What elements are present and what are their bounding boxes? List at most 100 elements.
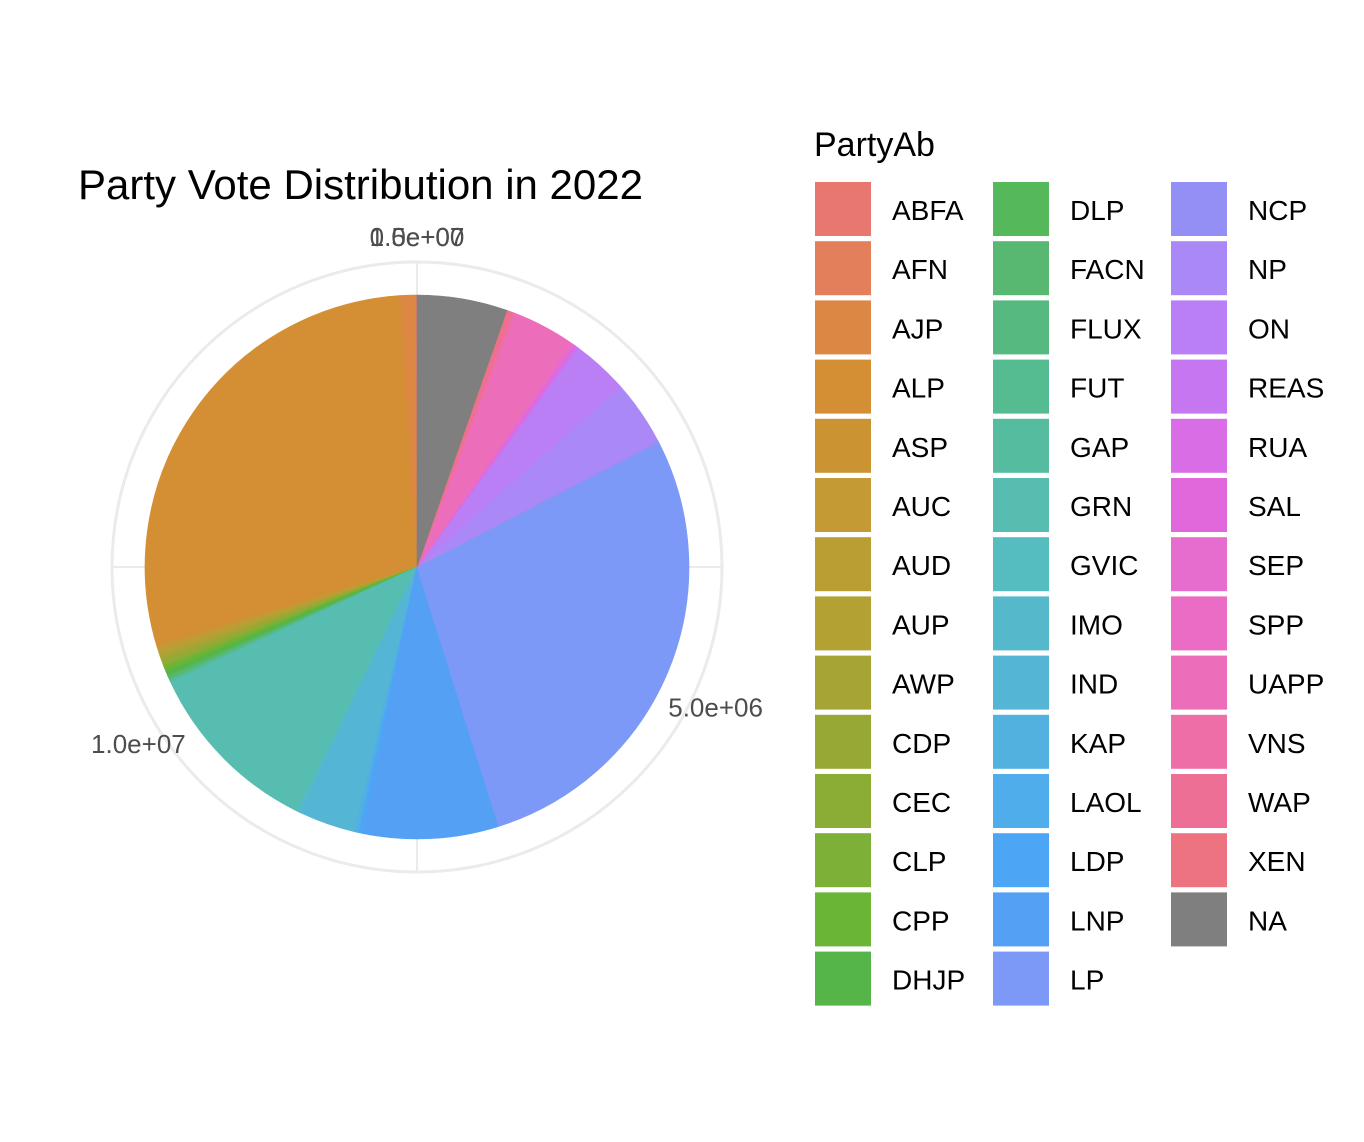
legend-label: UAPP bbox=[1248, 669, 1324, 700]
legend-item-kap: KAP bbox=[993, 714, 1126, 769]
legend-key bbox=[993, 951, 1049, 1006]
legend-label: FLUX bbox=[1070, 313, 1142, 344]
legend-key bbox=[815, 182, 871, 236]
legend-title: PartyAb bbox=[814, 126, 935, 164]
legend-item-lp: LP bbox=[993, 951, 1104, 1006]
legend-label: IMO bbox=[1070, 609, 1123, 640]
legend-key bbox=[815, 537, 871, 592]
legend-item-ind: IND bbox=[993, 655, 1118, 710]
legend-label: VNS bbox=[1248, 728, 1306, 759]
legend-item-aup: AUP bbox=[815, 596, 950, 651]
legend-key bbox=[1171, 300, 1227, 355]
legend-key bbox=[1171, 478, 1227, 532]
legend-key bbox=[815, 714, 871, 769]
legend-label: FUT bbox=[1070, 373, 1124, 404]
legend-label: NP bbox=[1248, 254, 1287, 285]
legend-label: NA bbox=[1248, 905, 1287, 936]
legend-item-ldp: LDP bbox=[993, 833, 1124, 888]
legend-item-sal: SAL bbox=[1171, 478, 1301, 532]
legend-item-dhjp: DHJP bbox=[815, 951, 965, 1006]
legend-key bbox=[1171, 359, 1227, 414]
pie-slice-lnp bbox=[362, 566, 500, 840]
legend-key bbox=[815, 951, 871, 1006]
legend-item-auc: AUC bbox=[815, 478, 951, 532]
legend-key bbox=[1171, 241, 1227, 296]
legend-item-asp: ASP bbox=[815, 418, 948, 473]
legend-item-wap: WAP bbox=[1171, 774, 1311, 828]
legend-key bbox=[1171, 833, 1227, 888]
legend-label: ABFA bbox=[892, 195, 964, 226]
legend-label: KAP bbox=[1070, 728, 1126, 759]
legend-key bbox=[815, 892, 871, 947]
legend-label: ON bbox=[1248, 313, 1290, 344]
legend-label: AFN bbox=[892, 254, 948, 285]
legend-item-on: ON bbox=[1171, 300, 1290, 355]
tick-label: 0.0e+00 bbox=[370, 222, 465, 252]
legend-key bbox=[993, 478, 1049, 532]
legend-label: FACN bbox=[1070, 254, 1145, 285]
legend-key bbox=[993, 774, 1049, 828]
legend-label: CDP bbox=[892, 728, 951, 759]
legend-label: AWP bbox=[892, 669, 955, 700]
legend-key bbox=[993, 359, 1049, 414]
legend-key bbox=[993, 182, 1049, 236]
legend-item-fut: FUT bbox=[993, 359, 1124, 414]
legend-item-ncp: NCP bbox=[1171, 182, 1307, 236]
legend-key bbox=[993, 892, 1049, 947]
legend-label: LP bbox=[1070, 965, 1104, 996]
legend-label: GAP bbox=[1070, 432, 1129, 463]
legend-item-gap: GAP bbox=[993, 418, 1129, 473]
legend-key bbox=[1171, 418, 1227, 473]
legend-item-abfa: ABFA bbox=[815, 182, 964, 236]
legend-item-na: NA bbox=[1171, 892, 1287, 947]
legend-key bbox=[1171, 182, 1227, 236]
legend-label: AJP bbox=[892, 313, 943, 344]
legend-key bbox=[993, 537, 1049, 592]
legend-label: AUC bbox=[892, 491, 951, 522]
legend-key bbox=[815, 774, 871, 828]
tick-label: 5.0e+06 bbox=[668, 693, 763, 723]
legend-item-laol: LAOL bbox=[993, 774, 1142, 828]
legend-label: RUA bbox=[1248, 432, 1307, 463]
legend-item-sep: SEP bbox=[1171, 537, 1304, 592]
tick-label: 1.0e+07 bbox=[91, 729, 186, 759]
legend-label: CEC bbox=[892, 787, 951, 818]
chart-title: Party Vote Distribution in 2022 bbox=[78, 161, 643, 208]
legend-key bbox=[815, 478, 871, 532]
legend-key bbox=[993, 418, 1049, 473]
legend-label: WAP bbox=[1248, 787, 1311, 818]
axis-tick-labels: 0.0e+001.5e+07 5.0e+06 1.0e+07 bbox=[91, 222, 763, 759]
legend-item-alp: ALP bbox=[815, 359, 945, 414]
legend-label: ASP bbox=[892, 432, 948, 463]
legend-item-cpp: CPP bbox=[815, 892, 950, 947]
legend-item-dlp: DLP bbox=[993, 182, 1124, 236]
legend-label: CLP bbox=[892, 846, 946, 877]
legend-item-reas: REAS bbox=[1171, 359, 1324, 414]
legend-label: DLP bbox=[1070, 195, 1124, 226]
legend-item-imo: IMO bbox=[993, 596, 1123, 651]
legend-item-grn: GRN bbox=[993, 478, 1132, 532]
legend-label: AUD bbox=[892, 550, 951, 581]
legend-key bbox=[815, 833, 871, 888]
legend-key bbox=[1171, 774, 1227, 828]
legend-key bbox=[815, 655, 871, 710]
legend-key bbox=[993, 596, 1049, 651]
legend-key bbox=[993, 655, 1049, 710]
legend-key bbox=[1171, 714, 1227, 769]
pie-slice-grn bbox=[170, 566, 418, 812]
legend-label: IND bbox=[1070, 669, 1118, 700]
legend-key bbox=[815, 359, 871, 414]
legend-label: CPP bbox=[892, 905, 950, 936]
legend-item-clp: CLP bbox=[815, 833, 946, 888]
legend-key bbox=[815, 300, 871, 355]
legend-label: ALP bbox=[892, 373, 945, 404]
legend-item-cec: CEC bbox=[815, 774, 951, 828]
legend-item-np: NP bbox=[1171, 241, 1287, 296]
legend-label: GVIC bbox=[1070, 550, 1138, 581]
legend-label: AUP bbox=[892, 609, 950, 640]
pie-slice-alp bbox=[144, 295, 418, 645]
legend-label: LDP bbox=[1070, 846, 1124, 877]
legend-label: LAOL bbox=[1070, 787, 1142, 818]
legend-item-afn: AFN bbox=[815, 241, 948, 296]
legend-label: LNP bbox=[1070, 905, 1124, 936]
